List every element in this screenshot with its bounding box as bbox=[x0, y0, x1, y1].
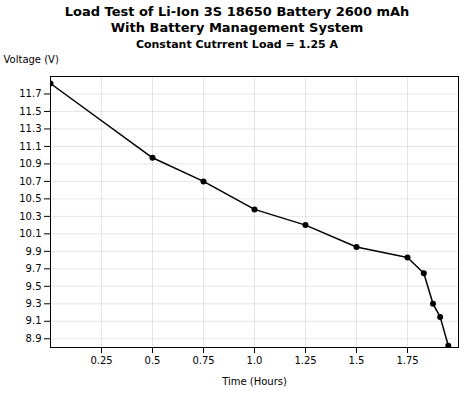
html-text:With Battery Management System: With Battery Management System bbox=[110, 20, 364, 35]
svg-text:1.25: 1.25 bbox=[294, 355, 316, 366]
html-text:Constant Cutrrent Load = 1.25: Constant Cutrrent Load = 1.25 A bbox=[135, 38, 339, 51]
svg-text:1.0: 1.0 bbox=[247, 355, 263, 366]
svg-text:1.5: 1.5 bbox=[349, 355, 365, 366]
svg-text:9.1: 9.1 bbox=[26, 315, 42, 326]
svg-text:Time (Hours): Time (Hours) bbox=[221, 376, 287, 387]
svg-text:10.3: 10.3 bbox=[19, 211, 41, 222]
svg-text:9.5: 9.5 bbox=[26, 281, 42, 292]
svg-text:1.75: 1.75 bbox=[396, 355, 418, 366]
svg-text:0.5: 0.5 bbox=[145, 355, 161, 366]
svg-text:11.3: 11.3 bbox=[19, 123, 41, 134]
svg-text:10.5: 10.5 bbox=[19, 193, 41, 204]
svg-text:11.7: 11.7 bbox=[19, 88, 41, 99]
svg-text:9.7: 9.7 bbox=[26, 263, 42, 274]
html-text:Load Test of Li-Ion 3S 18650 B: Load Test of Li-Ion 3S 18650 Battery 260… bbox=[64, 4, 410, 19]
svg-text:0.75: 0.75 bbox=[192, 355, 214, 366]
svg-text:11.5: 11.5 bbox=[19, 106, 41, 117]
svg-text:10.7: 10.7 bbox=[19, 176, 41, 187]
svg-text:10.9: 10.9 bbox=[19, 158, 41, 169]
svg-text:9.9: 9.9 bbox=[26, 246, 42, 257]
svg-text:0.25: 0.25 bbox=[90, 355, 112, 366]
svg-text:11.1: 11.1 bbox=[19, 141, 41, 152]
svg-text:10.1: 10.1 bbox=[19, 228, 41, 239]
svg-text:9.3: 9.3 bbox=[26, 298, 42, 309]
svg-text:Voltage (V): Voltage (V) bbox=[4, 54, 59, 65]
svg-text:8.9: 8.9 bbox=[26, 333, 42, 344]
